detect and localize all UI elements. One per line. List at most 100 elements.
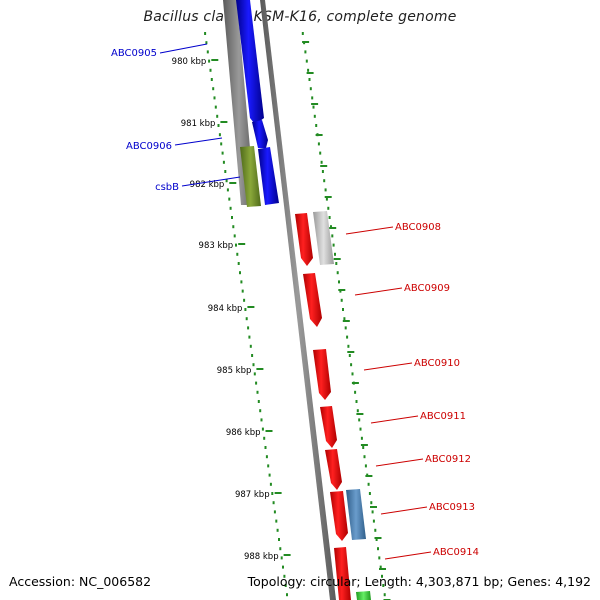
gene-abc0909-arrow[interactable] [303,273,322,327]
right-minor-tick [307,68,310,72]
right-major-tick [347,351,355,353]
left-major-tick [211,59,219,61]
right-minor-tick [354,390,357,394]
right-major-tick [370,506,377,508]
gene-leader-line [345,226,394,235]
right-minor-tick [342,308,344,311]
kbp-tick-label: 983 kbp [199,241,234,251]
left-minor-tick [216,114,219,118]
right-major-tick [379,568,386,570]
gene-label-abc0913[interactable]: ABC0913 [429,502,475,513]
right-major-tick [329,227,337,229]
left-major-tick [256,368,264,370]
gene-abc0913-arrow[interactable] [330,491,348,541]
right-major-tick [315,134,323,136]
feature-olive-block[interactable] [240,146,261,207]
gene-abc0905-arrow[interactable] [236,0,264,124]
right-major-tick [356,413,364,415]
right-minor-tick [372,519,375,523]
right-minor-tick [338,280,340,284]
kbp-tick-label: 984 kbp [208,304,243,314]
gene-abc0912-arrow[interactable] [325,449,342,490]
feature-lime-block[interactable] [356,591,371,600]
right-major-tick [333,258,341,260]
right-minor-tick [358,418,361,422]
left-minor-tick [265,455,268,459]
right-major-tick [324,196,332,198]
left-minor-tick [260,418,263,422]
gene-abc0908-arrow[interactable] [295,213,313,266]
right-minor-tick [370,501,373,505]
right-minor-tick [311,96,314,100]
left-minor-tick [275,519,278,523]
left-minor-tick [268,473,271,477]
left-minor-tick [263,436,266,440]
left-minor-tick [233,234,236,238]
left-major-tick [247,306,255,308]
gene-abc0906-arrow[interactable] [252,120,268,148]
left-minor-tick [272,501,275,505]
left-minor-tick [240,280,243,284]
right-major-tick [338,289,346,291]
left-minor-tick [253,372,256,376]
right-minor-tick [344,326,347,330]
left-minor-tick [232,225,235,229]
genome-summary-text: Topology: circular; Length: 4,303,871 bp… [247,574,591,589]
left-minor-tick [206,50,209,54]
right-major-tick [320,165,328,167]
gene-labels: ABC0905 ABC0906 csbB ABC0908 ABC0909 ABC0910 A… [111,43,479,560]
right-minor-tick [336,271,339,275]
right-minor-tick [330,225,332,229]
gene-label-abc0914[interactable]: ABC0914 [433,547,479,558]
gene-label-abc0908[interactable]: ABC0908 [395,222,441,233]
left-major-tick [220,121,228,123]
right-minor-tick [347,344,350,348]
gene-leader-line [363,362,413,371]
left-minor-tick [222,160,225,164]
feature-steelblue-block[interactable] [346,489,366,540]
left-minor-tick [247,326,250,330]
left-minor-tick [243,298,246,302]
right-minor-tick [377,547,379,551]
right-minor-tick [305,59,308,63]
gene-leader-line [159,43,208,54]
left-minor-tick [276,528,279,532]
left-minor-tick [248,335,251,339]
gene-label-abc0910[interactable]: ABC0910 [414,358,460,369]
left-minor-tick [279,547,282,551]
right-minor-tick [331,234,334,238]
left-minor-tick [257,400,260,403]
gene-label-abc0905[interactable]: ABC0905 [111,48,157,59]
gene-label-abc0911[interactable]: ABC0911 [420,411,466,422]
left-major-tick [274,492,282,494]
right-minor-tick [332,243,335,247]
gene-label-abc0906[interactable]: ABC0906 [126,141,172,152]
left-major-tick [265,430,273,432]
left-minor-tick [217,124,220,127]
right-minor-tick [383,593,386,597]
gene-abc0911-arrow[interactable] [320,406,337,448]
gene-leader-line [384,551,432,560]
right-minor-tick [381,574,383,578]
kbp-tick-label: 988 kbp [244,552,279,562]
right-minor-tick [340,298,343,302]
right-major-tick [365,475,373,477]
gene-csbb-arrow[interactable] [258,147,279,205]
feature-lightgray-block[interactable] [313,211,334,265]
genome-backbone [260,0,336,600]
gene-label-csbb[interactable]: csbB [155,182,179,193]
right-minor-tick [321,170,324,173]
left-minor-tick [286,593,288,597]
kbp-tick-label: 982 kbp [190,180,225,190]
gene-abc0910-arrow[interactable] [313,349,331,400]
gene-label-abc0909[interactable]: ABC0909 [404,283,450,294]
left-minor-tick [226,188,229,192]
right-minor-tick [301,32,304,35]
left-minor-tick [271,492,274,495]
left-minor-tick [273,510,276,514]
right-tick-track [301,32,391,600]
gene-abc0914-arrow[interactable] [334,547,351,600]
gene-label-abc0912[interactable]: ABC0912 [425,454,471,465]
right-minor-tick [350,363,353,367]
